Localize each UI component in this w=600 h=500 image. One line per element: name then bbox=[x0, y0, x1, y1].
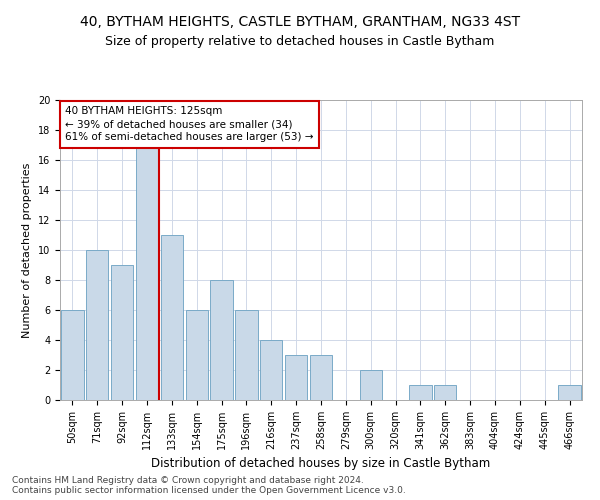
Bar bbox=[409, 385, 431, 400]
Text: Size of property relative to detached houses in Castle Bytham: Size of property relative to detached ho… bbox=[106, 35, 494, 48]
Text: 40 BYTHAM HEIGHTS: 125sqm
← 39% of detached houses are smaller (34)
61% of semi-: 40 BYTHAM HEIGHTS: 125sqm ← 39% of detac… bbox=[65, 106, 314, 142]
Bar bbox=[310, 355, 332, 400]
X-axis label: Distribution of detached houses by size in Castle Bytham: Distribution of detached houses by size … bbox=[151, 458, 491, 470]
Bar bbox=[211, 280, 233, 400]
Bar bbox=[111, 265, 133, 400]
Bar bbox=[185, 310, 208, 400]
Bar bbox=[559, 385, 581, 400]
Bar bbox=[285, 355, 307, 400]
Bar bbox=[161, 235, 183, 400]
Bar bbox=[136, 145, 158, 400]
Text: Contains public sector information licensed under the Open Government Licence v3: Contains public sector information licen… bbox=[12, 486, 406, 495]
Y-axis label: Number of detached properties: Number of detached properties bbox=[22, 162, 32, 338]
Text: 40, BYTHAM HEIGHTS, CASTLE BYTHAM, GRANTHAM, NG33 4ST: 40, BYTHAM HEIGHTS, CASTLE BYTHAM, GRANT… bbox=[80, 15, 520, 29]
Bar bbox=[434, 385, 457, 400]
Bar bbox=[86, 250, 109, 400]
Bar bbox=[260, 340, 283, 400]
Text: Contains HM Land Registry data © Crown copyright and database right 2024.: Contains HM Land Registry data © Crown c… bbox=[12, 476, 364, 485]
Bar bbox=[359, 370, 382, 400]
Bar bbox=[61, 310, 83, 400]
Bar bbox=[235, 310, 257, 400]
